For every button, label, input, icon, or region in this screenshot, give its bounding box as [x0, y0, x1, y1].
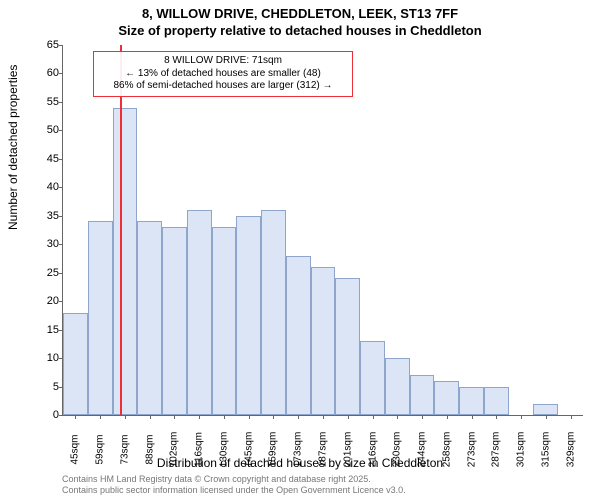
y-tick-label: 25: [33, 267, 59, 279]
x-tick-mark: [249, 415, 250, 419]
x-tick-mark: [496, 415, 497, 419]
bar: [286, 256, 311, 415]
y-tick-mark: [59, 187, 63, 188]
annotation-line1: 8 WILLOW DRIVE: 71sqm: [100, 55, 346, 68]
y-tick-mark: [59, 216, 63, 217]
bar: [63, 313, 88, 415]
x-tick-mark: [224, 415, 225, 419]
x-tick-mark: [447, 415, 448, 419]
x-tick-mark: [298, 415, 299, 419]
x-tick-mark: [348, 415, 349, 419]
y-tick-label: 45: [33, 153, 59, 165]
y-tick-label: 55: [33, 96, 59, 108]
bar: [236, 216, 261, 415]
x-tick-mark: [571, 415, 572, 419]
annotation-line2: ← 13% of detached houses are smaller (48…: [100, 68, 346, 81]
x-tick-mark: [174, 415, 175, 419]
bar: [311, 267, 336, 415]
y-tick-label: 10: [33, 352, 59, 364]
chart-footer: Contains HM Land Registry data © Crown c…: [62, 474, 406, 496]
x-tick-mark: [323, 415, 324, 419]
y-tick-label: 40: [33, 181, 59, 193]
bar: [459, 387, 484, 415]
y-tick-label: 30: [33, 238, 59, 250]
bar: [533, 404, 558, 415]
x-tick-mark: [397, 415, 398, 419]
x-tick-mark: [472, 415, 473, 419]
y-tick-label: 60: [33, 67, 59, 79]
y-tick-label: 5: [33, 381, 59, 393]
bar: [484, 387, 509, 415]
y-tick-mark: [59, 73, 63, 74]
y-tick-label: 35: [33, 210, 59, 222]
x-tick-mark: [546, 415, 547, 419]
x-tick-mark: [422, 415, 423, 419]
x-tick-mark: [199, 415, 200, 419]
chart-title-line1: 8, WILLOW DRIVE, CHEDDLETON, LEEK, ST13 …: [0, 6, 600, 21]
y-tick-label: 50: [33, 124, 59, 136]
annotation-line3: 86% of semi-detached houses are larger (…: [100, 80, 346, 93]
bar: [410, 375, 435, 415]
x-tick-mark: [100, 415, 101, 419]
bar: [360, 341, 385, 415]
y-tick-label: 15: [33, 324, 59, 336]
bar: [335, 278, 360, 415]
y-tick-mark: [59, 159, 63, 160]
chart-container: 8, WILLOW DRIVE, CHEDDLETON, LEEK, ST13 …: [0, 0, 600, 500]
y-tick-mark: [59, 273, 63, 274]
x-tick-mark: [521, 415, 522, 419]
chart-title-line2: Size of property relative to detached ho…: [0, 23, 600, 38]
y-tick-mark: [59, 130, 63, 131]
y-tick-label: 20: [33, 295, 59, 307]
bar: [162, 227, 187, 415]
y-axis-label: Number of detached properties: [6, 65, 20, 230]
y-tick-label: 0: [33, 409, 59, 421]
y-tick-mark: [59, 415, 63, 416]
x-tick-mark: [125, 415, 126, 419]
bar: [434, 381, 459, 415]
x-tick-mark: [75, 415, 76, 419]
x-tick-mark: [373, 415, 374, 419]
y-tick-mark: [59, 102, 63, 103]
plot-area: 0510152025303540455055606545sqm59sqm73sq…: [62, 45, 583, 416]
y-tick-mark: [59, 45, 63, 46]
y-tick-label: 65: [33, 39, 59, 51]
bar: [113, 108, 138, 415]
x-tick-mark: [273, 415, 274, 419]
reference-line: [120, 45, 122, 415]
bar: [137, 221, 162, 415]
footer-line1: Contains HM Land Registry data © Crown c…: [62, 474, 406, 485]
y-tick-mark: [59, 301, 63, 302]
bar: [88, 221, 113, 415]
x-axis-label: Distribution of detached houses by size …: [0, 456, 600, 470]
bar: [385, 358, 410, 415]
y-tick-mark: [59, 244, 63, 245]
bar: [187, 210, 212, 415]
annotation-box: 8 WILLOW DRIVE: 71sqm ← 13% of detached …: [93, 51, 353, 97]
footer-line2: Contains public sector information licen…: [62, 485, 406, 496]
bar: [261, 210, 286, 415]
bar: [212, 227, 237, 415]
x-tick-mark: [150, 415, 151, 419]
